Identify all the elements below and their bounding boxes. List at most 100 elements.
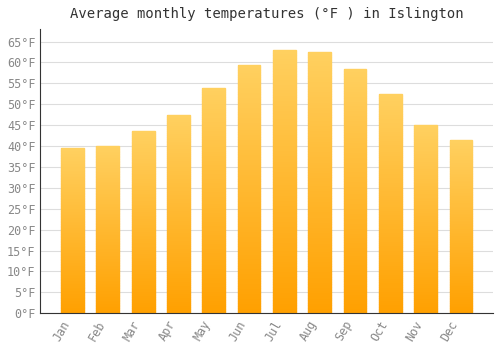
- Bar: [238, 303, 260, 306]
- Bar: [308, 214, 331, 217]
- Bar: [132, 163, 154, 165]
- Bar: [238, 308, 260, 311]
- Bar: [414, 195, 437, 197]
- Bar: [202, 293, 225, 295]
- Bar: [344, 194, 366, 196]
- Bar: [238, 164, 260, 167]
- Bar: [96, 254, 119, 256]
- Bar: [414, 289, 437, 290]
- Bar: [308, 190, 331, 193]
- Bar: [238, 224, 260, 226]
- Bar: [132, 275, 154, 276]
- Bar: [61, 254, 84, 256]
- Bar: [238, 264, 260, 266]
- Bar: [61, 208, 84, 209]
- Bar: [132, 291, 154, 293]
- Bar: [273, 210, 296, 213]
- Bar: [273, 195, 296, 197]
- Bar: [308, 217, 331, 219]
- Bar: [379, 256, 402, 258]
- Bar: [61, 226, 84, 228]
- Bar: [450, 188, 472, 190]
- Bar: [308, 253, 331, 256]
- Bar: [450, 194, 472, 195]
- Bar: [202, 115, 225, 117]
- Bar: [344, 164, 366, 167]
- Bar: [308, 73, 331, 76]
- Bar: [238, 281, 260, 284]
- Bar: [450, 237, 472, 239]
- Bar: [238, 226, 260, 229]
- Bar: [61, 237, 84, 239]
- Bar: [273, 200, 296, 203]
- Bar: [379, 298, 402, 300]
- Bar: [132, 304, 154, 306]
- Bar: [414, 182, 437, 183]
- Bar: [61, 260, 84, 262]
- Bar: [414, 134, 437, 136]
- Bar: [61, 244, 84, 245]
- Bar: [450, 161, 472, 162]
- Bar: [273, 84, 296, 87]
- Bar: [344, 186, 366, 189]
- Bar: [61, 236, 84, 237]
- Bar: [238, 144, 260, 147]
- Bar: [273, 168, 296, 171]
- Bar: [132, 264, 154, 266]
- Bar: [61, 211, 84, 212]
- Bar: [414, 148, 437, 149]
- Bar: [238, 99, 260, 102]
- Bar: [308, 135, 331, 138]
- Bar: [273, 266, 296, 268]
- Bar: [273, 74, 296, 76]
- Bar: [273, 276, 296, 279]
- Bar: [379, 258, 402, 260]
- Bar: [344, 289, 366, 291]
- Bar: [238, 117, 260, 119]
- Bar: [167, 170, 190, 172]
- Bar: [96, 256, 119, 258]
- Bar: [167, 260, 190, 261]
- Bar: [379, 208, 402, 210]
- Bar: [61, 240, 84, 242]
- Bar: [414, 202, 437, 204]
- Bar: [379, 247, 402, 250]
- Bar: [344, 269, 366, 272]
- Bar: [167, 216, 190, 218]
- Bar: [61, 216, 84, 217]
- Bar: [450, 273, 472, 275]
- Bar: [167, 145, 190, 146]
- Bar: [450, 202, 472, 204]
- Bar: [450, 299, 472, 301]
- Bar: [167, 208, 190, 210]
- Bar: [132, 174, 154, 176]
- Bar: [379, 223, 402, 225]
- Bar: [132, 213, 154, 215]
- Bar: [202, 228, 225, 230]
- Bar: [132, 295, 154, 297]
- Bar: [238, 276, 260, 278]
- Bar: [450, 147, 472, 148]
- Bar: [379, 105, 402, 107]
- Bar: [273, 150, 296, 153]
- Bar: [238, 181, 260, 184]
- Bar: [61, 268, 84, 270]
- Bar: [273, 100, 296, 103]
- Bar: [61, 297, 84, 298]
- Bar: [238, 306, 260, 308]
- Bar: [414, 259, 437, 260]
- Bar: [61, 292, 84, 293]
- Bar: [61, 209, 84, 211]
- Bar: [450, 266, 472, 268]
- Bar: [202, 169, 225, 171]
- Bar: [61, 194, 84, 196]
- Bar: [273, 79, 296, 82]
- Bar: [96, 216, 119, 218]
- Bar: [61, 284, 84, 285]
- Bar: [379, 254, 402, 256]
- Bar: [61, 262, 84, 264]
- Bar: [167, 154, 190, 156]
- Bar: [450, 247, 472, 249]
- Bar: [132, 158, 154, 160]
- Bar: [450, 157, 472, 159]
